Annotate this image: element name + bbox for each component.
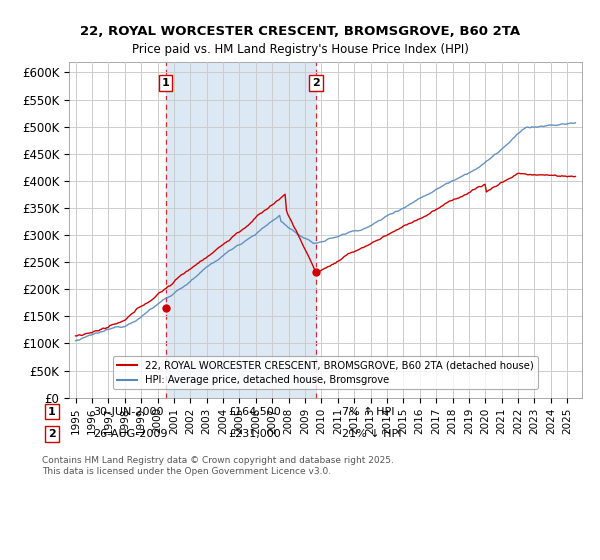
- Text: £164,500: £164,500: [228, 407, 281, 417]
- Legend: 22, ROYAL WORCESTER CRESCENT, BROMSGROVE, B60 2TA (detached house), HPI: Average: 22, ROYAL WORCESTER CRESCENT, BROMSGROVE…: [113, 356, 538, 389]
- Text: 7% ↑ HPI: 7% ↑ HPI: [342, 407, 395, 417]
- Text: Price paid vs. HM Land Registry's House Price Index (HPI): Price paid vs. HM Land Registry's House …: [131, 43, 469, 55]
- Text: 1: 1: [48, 407, 56, 417]
- Text: 21% ↓ HPI: 21% ↓ HPI: [342, 429, 401, 439]
- Text: 26-AUG-2009: 26-AUG-2009: [93, 429, 167, 439]
- Text: Contains HM Land Registry data © Crown copyright and database right 2025.
This d: Contains HM Land Registry data © Crown c…: [42, 456, 394, 476]
- Text: 30-JUN-2000: 30-JUN-2000: [93, 407, 163, 417]
- Text: 2: 2: [312, 78, 320, 88]
- Text: £231,000: £231,000: [228, 429, 281, 439]
- Text: 2: 2: [48, 429, 56, 439]
- Text: 1: 1: [162, 78, 170, 88]
- Text: 22, ROYAL WORCESTER CRESCENT, BROMSGROVE, B60 2TA: 22, ROYAL WORCESTER CRESCENT, BROMSGROVE…: [80, 25, 520, 38]
- Bar: [166, 62, 316, 398]
